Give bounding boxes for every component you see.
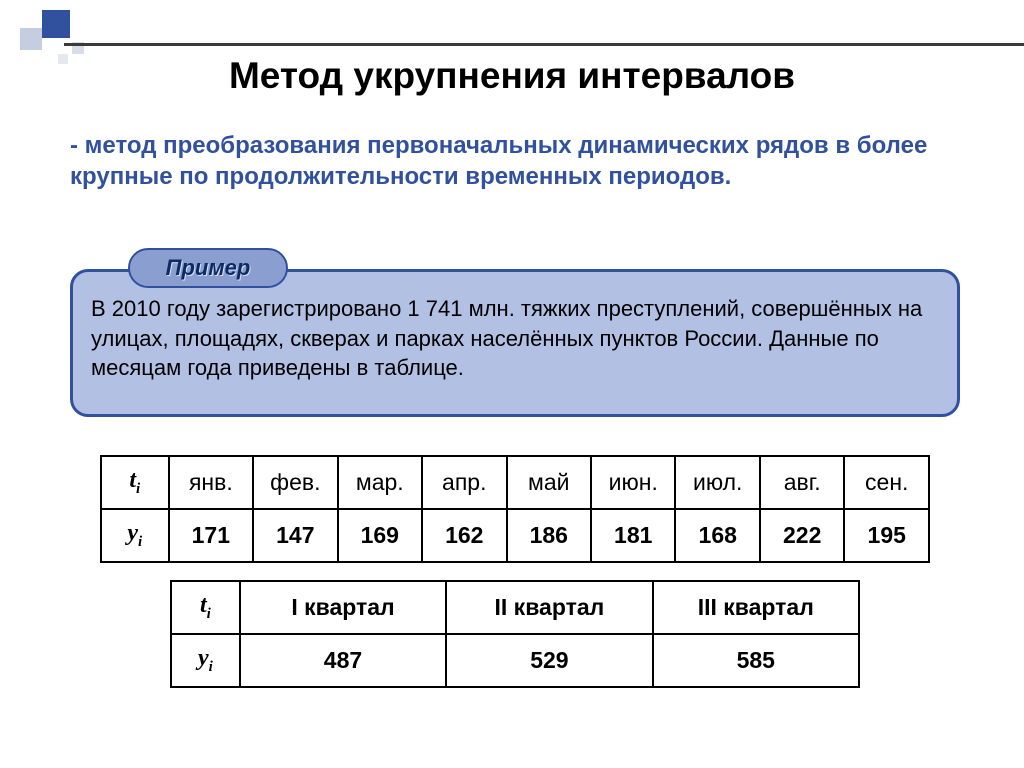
month-cell: июн. bbox=[591, 456, 675, 509]
value-cell: 222 bbox=[760, 509, 844, 562]
row-header-y: yi bbox=[101, 509, 169, 562]
month-cell: мар. bbox=[338, 456, 422, 509]
value-cell: 171 bbox=[169, 509, 253, 562]
month-cell: май bbox=[507, 456, 591, 509]
value-cell: 529 bbox=[446, 634, 652, 687]
value-cell: 168 bbox=[675, 509, 759, 562]
quarters-table: ti I квартал II квартал III квартал yi 4… bbox=[170, 580, 860, 688]
month-cell: апр. bbox=[422, 456, 506, 509]
table-row: ti янв. фев. мар. апр. май июн. июл. авг… bbox=[101, 456, 929, 509]
example-badge: Пример bbox=[128, 248, 288, 288]
value-cell: 585 bbox=[653, 634, 859, 687]
quarter-cell: III квартал bbox=[653, 581, 859, 634]
quarter-cell: I квартал bbox=[240, 581, 446, 634]
month-cell: авг. bbox=[760, 456, 844, 509]
divider-line bbox=[64, 43, 1024, 46]
month-cell: сен. bbox=[844, 456, 929, 509]
page-title: Метод укрупнения интервалов bbox=[0, 55, 1024, 97]
row-header-t: ti bbox=[101, 456, 169, 509]
value-cell: 195 bbox=[844, 509, 929, 562]
table-row: ti I квартал II квартал III квартал bbox=[171, 581, 859, 634]
decor-square bbox=[20, 28, 42, 50]
table-row: yi 171 147 169 162 186 181 168 222 195 bbox=[101, 509, 929, 562]
decor-square bbox=[42, 10, 70, 38]
month-cell: июл. bbox=[675, 456, 759, 509]
row-header-t: ti bbox=[171, 581, 240, 634]
month-cell: фев. bbox=[253, 456, 337, 509]
month-cell: янв. bbox=[169, 456, 253, 509]
value-cell: 162 bbox=[422, 509, 506, 562]
value-cell: 169 bbox=[338, 509, 422, 562]
row-header-y: yi bbox=[171, 634, 240, 687]
value-cell: 186 bbox=[507, 509, 591, 562]
example-text: В 2010 году зарегистрировано 1 741 млн. … bbox=[91, 294, 939, 383]
value-cell: 147 bbox=[253, 509, 337, 562]
definition-text: - метод преобразования первоначальных ди… bbox=[70, 130, 950, 192]
months-table: ti янв. фев. мар. апр. май июн. июл. авг… bbox=[100, 455, 930, 563]
value-cell: 487 bbox=[240, 634, 446, 687]
table-row: yi 487 529 585 bbox=[171, 634, 859, 687]
quarter-cell: II квартал bbox=[446, 581, 652, 634]
value-cell: 181 bbox=[591, 509, 675, 562]
example-box: Пример В 2010 году зарегистрировано 1 74… bbox=[70, 269, 960, 417]
